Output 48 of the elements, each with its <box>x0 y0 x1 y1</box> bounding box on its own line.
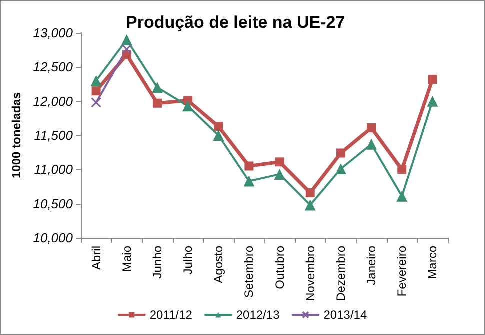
point <box>244 176 255 187</box>
y-tick-label: 12,500 <box>33 60 74 75</box>
point <box>274 168 286 180</box>
x-tick-label: Marco <box>426 246 440 280</box>
point <box>214 122 224 132</box>
point <box>92 86 101 96</box>
point <box>427 96 438 107</box>
point <box>90 75 102 86</box>
point <box>366 138 378 150</box>
point <box>91 97 102 108</box>
chart-title: Produção de leite na UE-27 <box>126 13 346 32</box>
point <box>398 165 407 174</box>
point <box>396 190 408 202</box>
legend-label: 2012/13 <box>236 308 280 322</box>
y-tick-label: 12,000 <box>33 94 74 109</box>
point <box>122 44 132 55</box>
y-axis-title: 1000 toneladas <box>9 92 24 179</box>
point <box>306 188 315 198</box>
point <box>213 130 224 141</box>
point <box>244 162 254 171</box>
y-tick-label: 11,500 <box>34 128 74 143</box>
y-tick-label: 10,000 <box>33 230 74 246</box>
x-tick-label: Novembro <box>303 246 318 302</box>
x-tick-label: Agosto <box>212 246 226 284</box>
point <box>336 148 346 158</box>
y-tick-label: 13,000 <box>33 26 74 40</box>
x-tick-label: Julho <box>181 246 196 275</box>
point <box>182 100 194 112</box>
point <box>367 123 376 132</box>
x-tick-label: Junho <box>150 246 164 279</box>
y-tick-label: 10,500 <box>33 196 74 212</box>
point <box>152 82 163 94</box>
x-tick-label: Dezembro <box>334 246 348 302</box>
point <box>152 98 162 108</box>
x-tick-label: Outubro <box>272 246 287 290</box>
legend-label: 2013/14 <box>324 308 368 322</box>
x-tick-label: Janeiro <box>364 246 379 286</box>
point <box>335 163 346 174</box>
y-tick-label: 11,000 <box>34 162 74 178</box>
x-tick-label: Setembro <box>242 246 256 298</box>
x-tick-label: Fevereiro <box>395 246 410 297</box>
x-tick-label: Maio <box>120 246 134 272</box>
point <box>121 34 132 46</box>
point <box>275 158 284 167</box>
legend-label: 2011/12 <box>150 308 193 322</box>
point <box>428 74 438 84</box>
x-tick-label: Abril <box>89 246 104 270</box>
point <box>304 200 316 211</box>
